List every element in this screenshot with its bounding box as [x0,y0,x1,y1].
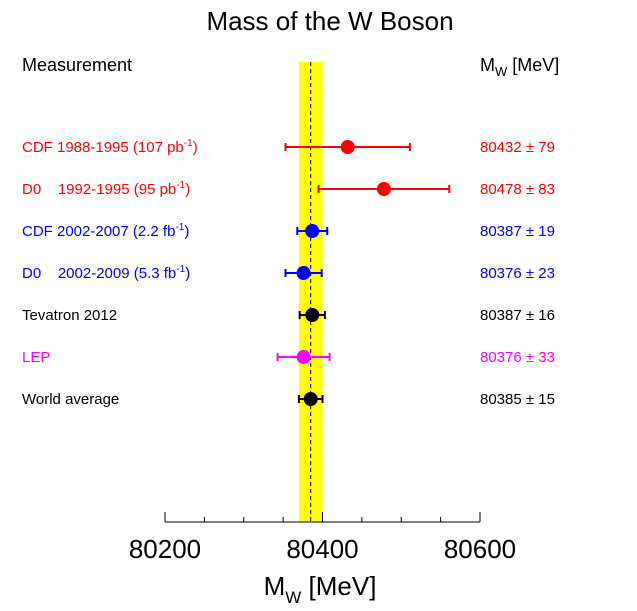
measurement-row: World average 80385 ± 15 [22,391,555,408]
x-axis-title: MW [MeV] [264,571,377,607]
mass-header-unit: [MeV] [507,55,559,75]
x-axis-ticks: 80200 80400 80600 [129,512,516,564]
mass-header-subscript: W [495,64,508,79]
data-point [303,392,318,406]
measurement-header: Measurement [22,55,132,75]
x-axis: 80200 80400 80600 [129,512,516,564]
data-point [296,266,311,280]
x-axis-title-unit: [MeV] [301,571,376,601]
measurement-label: D0 1992-1995 (95 pb-1) [22,180,190,198]
x-axis-title-symbol: M [264,571,286,601]
measurement-label: D0 2002-2009 (5.3 fb-1) [22,264,190,282]
measurement-label-superscript: -1 [176,264,185,275]
measurement-row: LEP 80376 ± 33 [22,349,555,366]
measurement-value: 80385 ± 15 [480,391,555,408]
measurement-row: CDF 2002-2007 (2.2 fb-1) 80387 ± 19 [22,222,555,240]
tick-label: 80200 [129,534,201,564]
measurement-label-superscript: -1 [176,180,185,191]
measurement-label-close: ) [185,265,190,282]
data-point [340,140,355,154]
measurement-label: Tevatron 2012 [22,307,117,324]
world-average-band [298,62,323,522]
mass-header: MW [MeV] [480,55,559,79]
measurement-label-text: CDF 2002-2007 (2.2 fb [22,223,175,240]
tick-label: 80400 [286,534,358,564]
measurement-value: 80376 ± 33 [480,349,555,366]
measurement-label-text: Tevatron 2012 [22,307,117,324]
measurement-label-text: World average [22,391,119,408]
measurement-label-superscript: -1 [184,138,193,149]
measurement-value: 80478 ± 83 [480,181,555,198]
measurement-row: Tevatron 2012 80387 ± 16 [22,307,555,324]
measurement-row: D0 1992-1995 (95 pb-1) 80478 ± 83 [22,180,555,198]
measurement-label-close: ) [185,181,190,198]
measurement-value: 80387 ± 19 [480,223,555,240]
measurement-label: World average [22,391,119,408]
data-point [296,350,311,364]
tick-label: 80600 [444,534,516,564]
mass-header-symbol: M [480,55,495,75]
measurement-label-close: ) [184,223,189,240]
measurement-label-text: CDF 1988-1995 (107 pb [22,139,184,156]
measurement-row: CDF 1988-1995 (107 pb-1) 80432 ± 79 [22,138,555,156]
measurement-label-text: D0 2002-2009 (5.3 fb [22,265,176,282]
data-point [305,224,320,238]
measurement-value: 80376 ± 23 [480,265,555,282]
data-point [376,182,391,196]
measurement-value: 80387 ± 16 [480,307,555,324]
measurement-label-superscript: -1 [175,222,184,233]
chart-title: Mass of the W Boson [206,6,453,36]
measurement-label: CDF 2002-2007 (2.2 fb-1) [22,222,189,240]
measurement-value: 80432 ± 79 [480,139,555,156]
data-point [305,308,320,322]
measurement-label-text: D0 1992-1995 (95 pb [22,181,176,198]
measurement-label-text: LEP [22,349,50,366]
x-axis-title-subscript: W [285,588,301,607]
measurement-row: D0 2002-2009 (5.3 fb-1) 80376 ± 23 [22,264,555,282]
measurement-label: LEP [22,349,50,366]
measurement-label: CDF 1988-1995 (107 pb-1) [22,138,198,156]
measurement-label-close: ) [193,139,198,156]
